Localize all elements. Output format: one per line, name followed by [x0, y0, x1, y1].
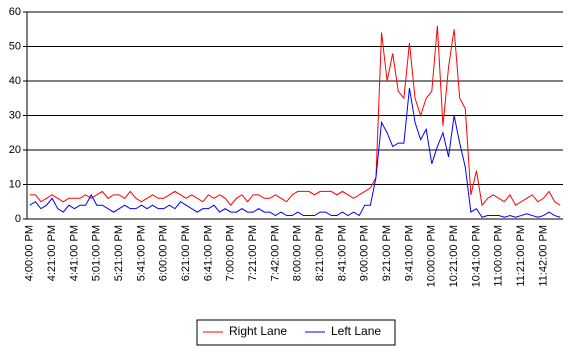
y-tick-label: 10: [9, 178, 21, 190]
y-tick-label: 60: [9, 6, 21, 18]
x-tick-label: 11:42:00 PM: [537, 225, 549, 287]
x-tick-label: 9:21:00 PM: [381, 225, 393, 281]
x-tick-label: 11:21:00 PM: [515, 225, 527, 287]
x-tick-label: 8:21:00 PM: [314, 225, 326, 281]
x-tick-label: 7:00:00 PM: [225, 225, 237, 281]
x-tick-label: 5:01:00 PM: [91, 225, 103, 281]
y-tick-label: 0: [15, 213, 21, 225]
y-tick-label: 40: [9, 75, 21, 87]
x-tick-label: 8:00:00 PM: [292, 225, 304, 281]
x-tick-label: 10:00:00 PM: [426, 225, 438, 287]
x-tick-label: 9:41:00 PM: [403, 225, 415, 281]
legend-label: Left Lane: [331, 324, 381, 338]
x-tick-label: 5:41:00 PM: [135, 225, 147, 281]
series-line: [29, 87, 561, 218]
x-tick-label: 9:00:00 PM: [359, 225, 371, 281]
y-tick-label: 50: [9, 40, 21, 52]
x-tick-label: 10:41:00 PM: [470, 225, 482, 287]
x-tick-label: 6:41:00 PM: [202, 225, 214, 281]
x-tick-label: 7:42:00 PM: [269, 225, 281, 281]
x-tick-label: 6:21:00 PM: [180, 225, 192, 281]
x-tick-label: 11:00:00 PM: [493, 225, 505, 287]
x-tick-label: 4:00:00 PM: [24, 225, 36, 281]
x-tick-label: 5:21:00 PM: [113, 225, 125, 281]
x-tick-label: 4:41:00 PM: [68, 225, 80, 281]
x-tick-label: 10:21:00 PM: [448, 225, 460, 287]
y-tick-label: 20: [9, 144, 21, 156]
legend-box: [196, 319, 396, 346]
x-tick-label: 4:21:00 PM: [46, 225, 58, 281]
x-tick-label: 8:41:00 PM: [336, 225, 348, 281]
x-tick-label: 6:00:00 PM: [158, 225, 170, 281]
legend-label: Right Lane: [229, 324, 287, 338]
y-tick-label: 30: [9, 109, 21, 121]
series-line: [29, 25, 561, 207]
x-tick-label: 7:21:00 PM: [247, 225, 259, 281]
